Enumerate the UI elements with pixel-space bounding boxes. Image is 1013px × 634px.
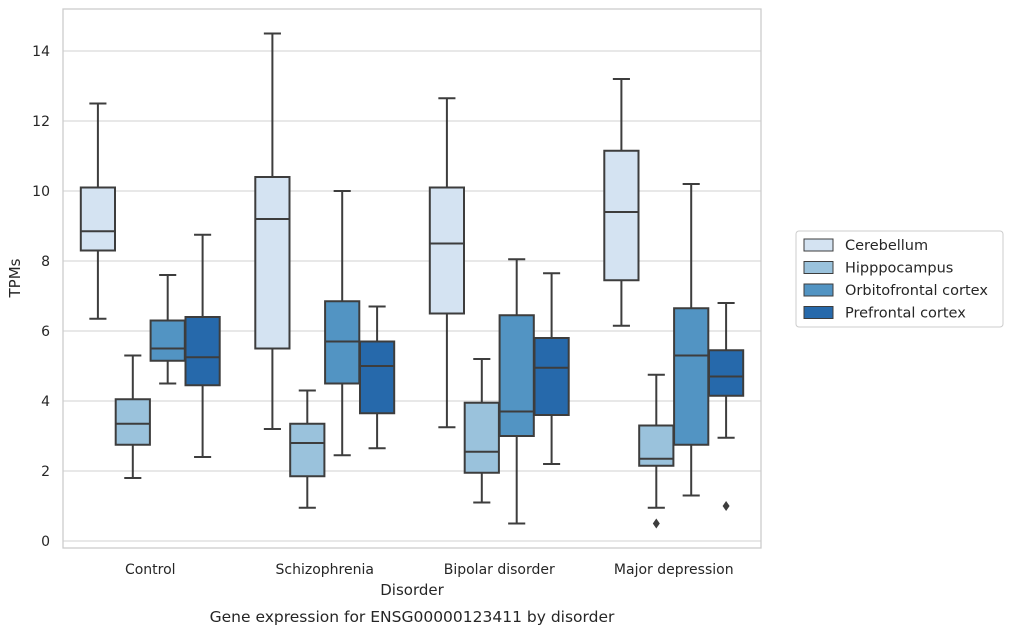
x-tick-labels: Control Schizophrenia Bipolar disorder Majo…: [125, 562, 734, 578]
y-tick-labels: 0 2 4 6 8 10 12 14: [32, 44, 50, 550]
box: [358, 340, 396, 415]
legend-swatch: [803, 306, 834, 319]
box-group: [638, 373, 675, 529]
box: [533, 337, 570, 416]
box: [184, 316, 221, 387]
box: [603, 149, 640, 282]
y-tick-label: 4: [41, 394, 50, 410]
y-tick-label: 0: [41, 534, 50, 550]
box: [673, 307, 710, 446]
box-group: [184, 233, 221, 458]
legend-label: Hipppocampus: [845, 261, 953, 277]
x-tick-label: Major depression: [614, 562, 734, 578]
y-tick-label: 12: [32, 114, 50, 130]
box-group: [114, 354, 151, 479]
box: [707, 349, 745, 397]
legend-swatch: [803, 238, 834, 252]
box: [149, 319, 186, 362]
y-tick-label: 14: [32, 44, 50, 60]
box-group: [707, 302, 745, 511]
box: [254, 176, 291, 350]
box-group: [289, 389, 326, 509]
outlier-point: [652, 518, 660, 529]
legend-label: Cerebellum: [845, 238, 928, 254]
x-tick-label: Schizophrenia: [276, 562, 374, 578]
box-group: [324, 190, 361, 457]
box: [428, 186, 466, 315]
box-group: [463, 358, 500, 504]
legend: Cerebellum Hipppocampus Orbitofrontal cort…: [795, 230, 1004, 328]
x-tick-label: Control: [125, 562, 176, 578]
x-axis-title: Disorder: [380, 581, 444, 599]
box-group: [673, 183, 710, 497]
y-tick-label: 10: [32, 184, 50, 200]
box-group: [533, 272, 570, 465]
box-plots: [79, 32, 745, 529]
box-group: [358, 305, 396, 450]
legend-label: Orbitofrontal cortex: [845, 283, 988, 299]
box: [79, 186, 117, 252]
box: [463, 401, 500, 474]
box: [498, 314, 535, 437]
box-group: [428, 97, 466, 429]
y-tick-label: 6: [41, 324, 50, 340]
legend-items: Cerebellum Hipppocampus Orbitofrontal cort…: [803, 238, 988, 322]
plot-frame: [62, 8, 762, 549]
legend-frame: [795, 230, 1004, 328]
box: [114, 398, 151, 446]
legend-swatch: [803, 283, 834, 297]
legend-swatch: [803, 261, 834, 274]
box: [289, 422, 326, 478]
x-tick-label: Bipolar disorder: [444, 562, 555, 578]
y-axis-title: TPMs: [6, 258, 24, 298]
outlier-point: [722, 501, 730, 511]
y-tick-label: 8: [41, 254, 50, 270]
y-tick-label: 2: [41, 464, 50, 480]
box-group: [603, 78, 640, 327]
box-group: [254, 32, 291, 430]
chart-caption: Gene expression for ENSG00000123411 by d…: [210, 608, 615, 626]
box-group: [79, 102, 117, 320]
legend-label: Prefrontal cortex: [845, 306, 966, 322]
